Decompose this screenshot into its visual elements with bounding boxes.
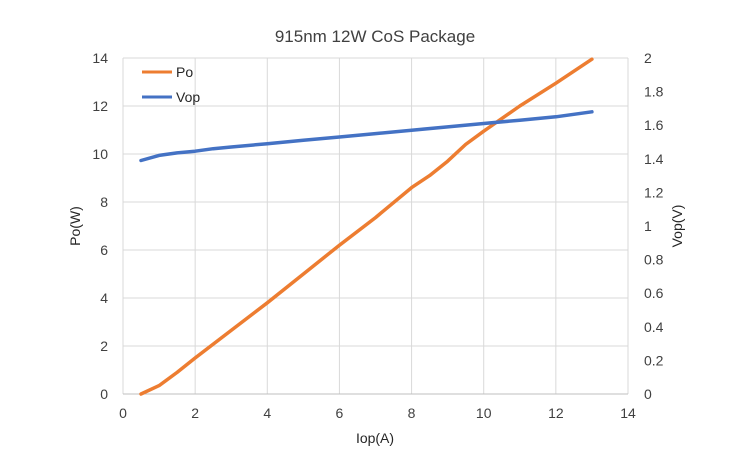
y2-tick-label: 0.2 xyxy=(644,352,664,368)
legend-label-po: Po xyxy=(176,64,193,80)
x-tick-label: 14 xyxy=(620,405,636,421)
y2-tick-label: 2 xyxy=(644,50,652,66)
y2-tick-label: 0 xyxy=(644,386,652,402)
y-tick-label: 2 xyxy=(100,338,108,354)
chart-title: 915nm 12W CoS Package xyxy=(275,27,475,46)
x-axis-label: Iop(A) xyxy=(356,430,394,446)
axes: 0 2 4 6 8 10 12 14 0 2 4 6 8 10 12 14 0 0.2 0.4 0.6 0.8 1 1.2 1… xyxy=(92,50,663,421)
x-tick-label: 4 xyxy=(263,405,271,421)
series-line-po xyxy=(139,57,594,396)
series-line-vop xyxy=(139,110,594,163)
x-tick-label: 0 xyxy=(119,405,127,421)
gridlines xyxy=(122,57,629,395)
x-tick-label: 12 xyxy=(548,405,564,421)
legend-label-vop: Vop xyxy=(176,89,200,105)
y-tick-label: 8 xyxy=(100,194,108,210)
y2-tick-label: 1.2 xyxy=(644,184,664,200)
y-tick-label: 10 xyxy=(92,146,108,162)
x-tick-label: 2 xyxy=(191,405,199,421)
x-tick-label: 6 xyxy=(336,405,344,421)
y2-tick-label: 1.8 xyxy=(644,84,664,100)
y2-tick-label: 0.6 xyxy=(644,285,664,301)
x-tick-label: 10 xyxy=(476,405,492,421)
y2-tick-label: 1 xyxy=(644,218,652,234)
y-tick-label: 0 xyxy=(100,386,108,402)
y-tick-label: 12 xyxy=(92,98,108,114)
y-tick-label: 6 xyxy=(100,242,108,258)
y2-tick-label: 0.8 xyxy=(644,252,664,268)
legend: Po Vop xyxy=(142,64,200,105)
y-tick-label: 4 xyxy=(100,290,108,306)
y2-tick-label: 1.6 xyxy=(644,117,664,133)
y-tick-label: 14 xyxy=(92,50,108,66)
y2-axis-label: Vop(V) xyxy=(669,205,685,248)
series-lines xyxy=(139,57,594,396)
y2-tick-label: 1.4 xyxy=(644,151,664,167)
y2-tick-label: 0.4 xyxy=(644,319,664,335)
y-axis-label: Po(W) xyxy=(67,206,83,246)
x-tick-label: 8 xyxy=(408,405,416,421)
